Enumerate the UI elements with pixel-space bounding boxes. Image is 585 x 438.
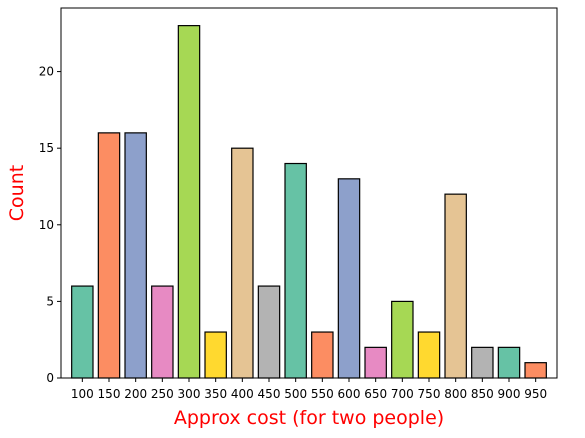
x-tick-label-150: 150	[98, 387, 121, 401]
x-axis-ticks: 100 150 200 250 300 350 400 450 500 550 600 650 700 7…	[71, 378, 547, 401]
x-tick-label-250: 250	[151, 387, 174, 401]
bar-650	[364, 346, 387, 379]
bar-500	[284, 162, 307, 379]
bar-400	[231, 147, 254, 379]
x-tick-label-400: 400	[231, 387, 254, 401]
x-axis-label: Approx cost (for two people)	[174, 407, 444, 429]
bar-450	[257, 285, 281, 379]
bar-250	[151, 285, 174, 379]
y-tick-label-15: 15	[39, 141, 54, 155]
y-tick-label-20: 20	[39, 65, 54, 79]
x-tick-label-200: 200	[124, 387, 147, 401]
bar-200	[124, 132, 147, 379]
bar-550	[311, 331, 334, 379]
bar-850	[471, 346, 494, 379]
x-tick-label-550: 550	[311, 387, 334, 401]
plot-frame	[60, 7, 558, 379]
bar-350	[204, 331, 227, 379]
x-tick-label-650: 650	[364, 387, 387, 401]
bar-100	[71, 285, 94, 379]
bar-150	[97, 132, 121, 379]
y-tick-label-5: 5	[46, 294, 54, 308]
x-tick-label-100: 100	[71, 387, 94, 401]
y-axis-ticks: 0 5 10 15 20	[39, 65, 61, 385]
bars-group	[71, 25, 547, 379]
bar-600	[337, 178, 361, 379]
x-tick-label-500: 500	[284, 387, 307, 401]
bar-900	[497, 346, 521, 379]
x-tick-label-700: 700	[391, 387, 414, 401]
x-tick-label-600: 600	[338, 387, 361, 401]
x-tick-label-800: 800	[444, 387, 467, 401]
x-tick-label-850: 850	[471, 387, 494, 401]
x-tick-label-300: 300	[178, 387, 201, 401]
x-tick-label-350: 350	[204, 387, 227, 401]
y-tick-label-10: 10	[39, 218, 54, 232]
y-tick-label-0: 0	[46, 371, 54, 385]
bar-300	[177, 25, 201, 379]
x-tick-label-950: 950	[524, 387, 547, 401]
x-tick-label-450: 450	[258, 387, 281, 401]
bar-800	[444, 193, 467, 379]
x-tick-label-750: 750	[418, 387, 441, 401]
bar-750	[417, 331, 441, 379]
y-axis-label: Count	[6, 165, 28, 221]
x-tick-label-900: 900	[498, 387, 521, 401]
bar-950	[524, 362, 547, 379]
bar-700	[391, 300, 414, 379]
